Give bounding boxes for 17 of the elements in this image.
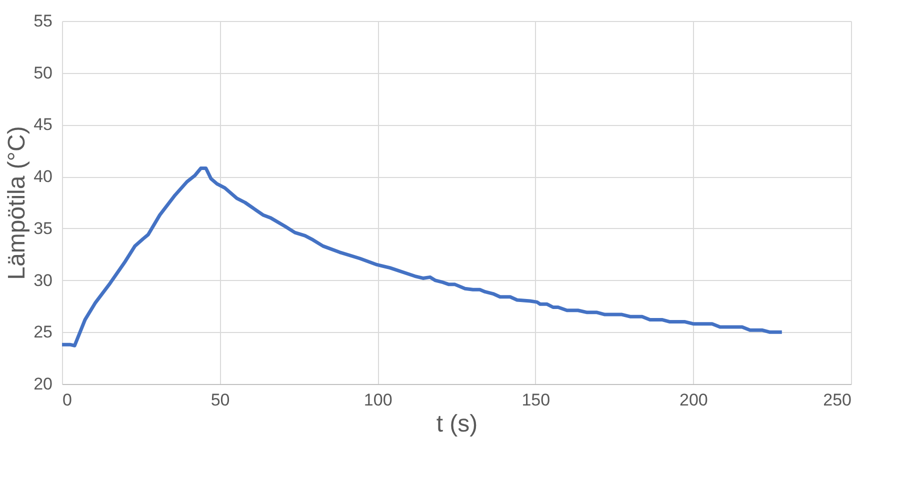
x-tick-label: 100 <box>364 390 392 410</box>
y-tick-label: 55 <box>34 12 52 30</box>
y-tick-label: 35 <box>34 218 52 238</box>
line-series <box>60 166 784 348</box>
y-tick-label: 40 <box>34 167 52 186</box>
y-tick-label: 20 <box>34 374 52 394</box>
x-tick-label: 50 <box>210 390 230 410</box>
y-axis-title: Lämpötila (°C) <box>4 126 31 280</box>
x-tick-label: 200 <box>680 390 708 410</box>
y-tick-label: 50 <box>34 63 52 82</box>
y-tick-label: 45 <box>34 115 52 134</box>
y-tick-label: 25 <box>34 322 52 342</box>
x-axis-title: t (s) <box>436 410 478 438</box>
x-tick-label: 250 <box>823 390 852 410</box>
y-tick-label: 30 <box>34 270 52 290</box>
x-tick-label: 0 <box>62 390 72 410</box>
x-tick-label: 150 <box>522 390 550 410</box>
